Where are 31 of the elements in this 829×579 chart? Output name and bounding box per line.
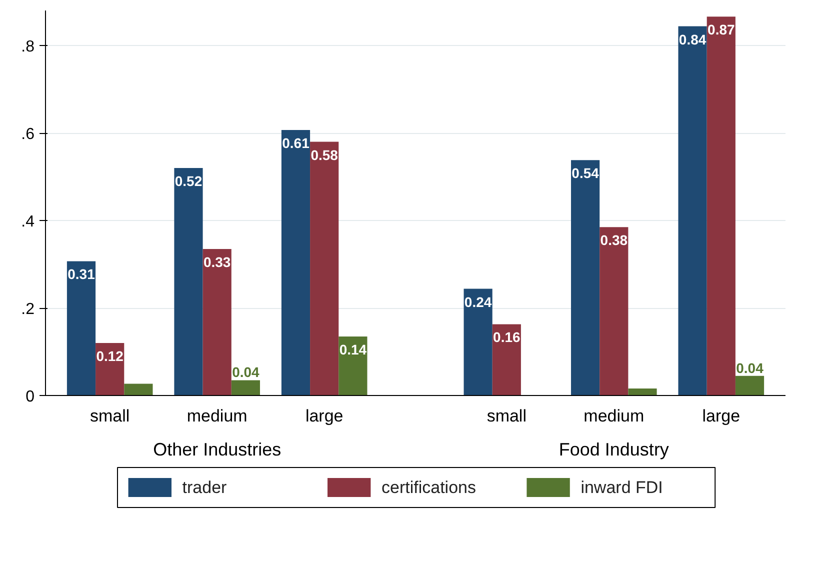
- x-tick-label: small: [90, 406, 130, 426]
- data-label: 0.38: [600, 232, 628, 248]
- data-label: 0.12: [96, 348, 124, 364]
- data-label: 0.04: [232, 364, 260, 380]
- x-tick-label: small: [486, 406, 526, 426]
- data-label: 0.16: [493, 329, 520, 346]
- x-tick-label: large: [305, 406, 344, 426]
- data-label: 0.14: [339, 341, 367, 358]
- y-tick-label: .8: [21, 38, 35, 56]
- data-label: 0.33: [203, 254, 231, 270]
- data-label: 0.24: [464, 294, 492, 310]
- y-tick-label: .4: [21, 214, 35, 230]
- data-label: 0.84: [678, 31, 706, 48]
- y-tick-label: 0: [26, 388, 35, 406]
- data-label: 0.58: [310, 146, 338, 163]
- x-tick-label: large: [702, 406, 740, 426]
- data-label: 0.87: [708, 22, 735, 38]
- y-tick-label: .2: [21, 301, 35, 318]
- text: Other Industries: [153, 440, 282, 460]
- data-label: 0.31: [68, 266, 96, 282]
- text: Food Industry: [558, 440, 669, 460]
- data-label: 0.04: [736, 360, 764, 376]
- legend-label: trader: [182, 478, 228, 497]
- y-tick-label: .6: [21, 126, 35, 143]
- data-label: 0.54: [572, 165, 600, 182]
- x-tick-label: medium: [186, 406, 248, 426]
- x-tick-label: medium: [584, 406, 644, 426]
- data-label: 0.61: [282, 134, 310, 151]
- legend-label: inward FDI: [580, 478, 663, 497]
- data-label: 0.52: [174, 173, 202, 189]
- legend-label: certifications: [382, 478, 476, 497]
